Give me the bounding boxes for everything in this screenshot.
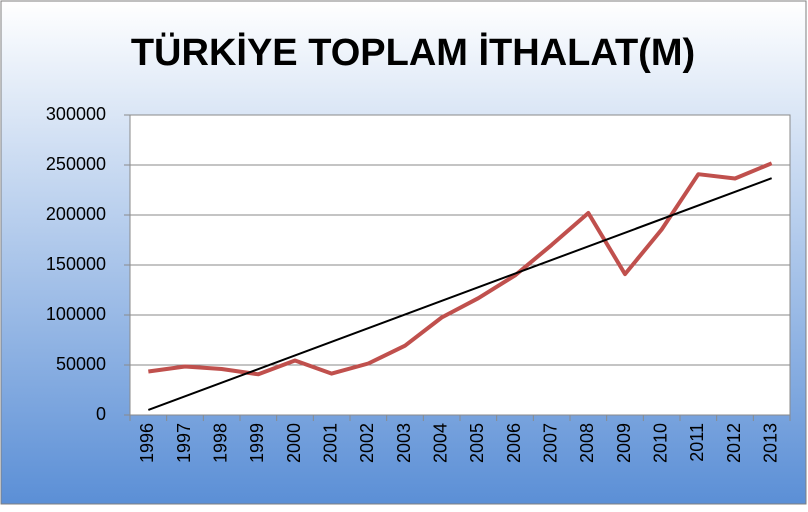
x-tick-label: 2010 [650,423,670,463]
x-tick-label: 2013 [760,423,780,463]
y-tick-label: 150000 [46,254,106,274]
x-tick-label: 2002 [357,423,377,463]
y-tick-label: 300000 [46,104,106,124]
y-tick-label: 200000 [46,204,106,224]
x-tick-label: 2005 [467,423,487,463]
data-line [148,161,773,377]
x-tick-label: 2003 [394,423,414,463]
x-tick-label: 1997 [174,423,194,463]
y-tick-label: 0 [96,404,106,424]
x-tick-label: 1999 [247,423,267,463]
x-tick-label: 2012 [724,423,744,463]
x-tick-label: 2009 [614,423,634,463]
x-tick-label: 2006 [504,423,524,463]
y-tick-label: 100000 [46,304,106,324]
x-tick-label: 2001 [320,423,340,463]
y-tick-label: 250000 [46,154,106,174]
chart-title: TÜRKİYE TOPLAM İTHALAT(M) [131,31,695,74]
x-tick-label: 2011 [687,423,707,462]
trend-line [147,177,773,411]
x-tick-label: 2004 [430,423,450,463]
x-tick-label: 2007 [540,423,560,463]
x-tick-label: 1996 [137,423,157,463]
x-tick-label: 2000 [284,423,304,463]
y-tick-label: 50000 [56,354,106,374]
x-tick-label: 1998 [210,423,230,463]
x-tick-label: 2008 [577,423,597,463]
